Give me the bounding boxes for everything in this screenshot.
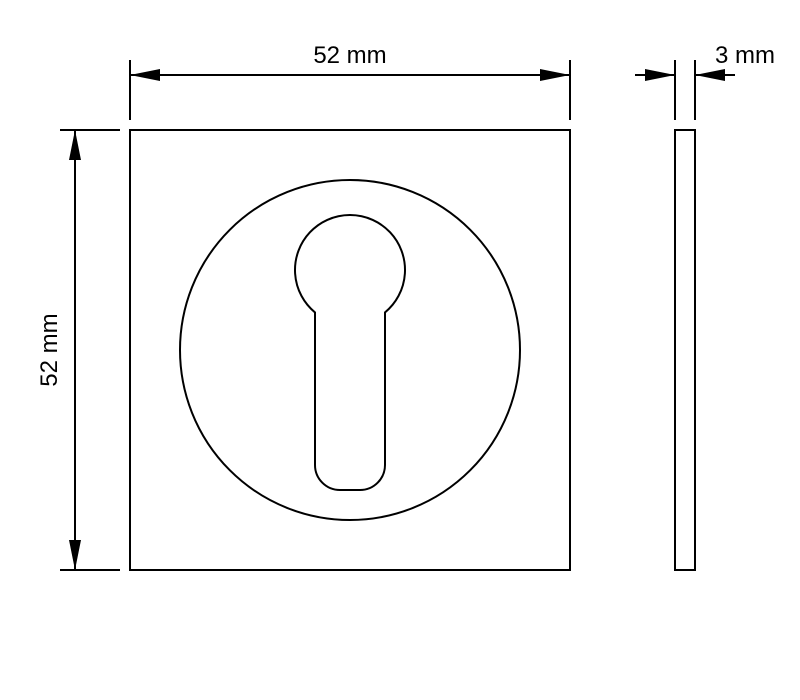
side-view (675, 130, 695, 570)
rose-circle (180, 180, 520, 520)
dimension-layer: 52 mm 52 mm 3 mm (36, 42, 775, 570)
dimension-arrowhead (69, 540, 81, 570)
dimension-label: 52 mm (313, 42, 386, 69)
dimension-arrowhead (695, 69, 725, 81)
technical-drawing: 52 mm 52 mm 3 mm (0, 0, 800, 700)
front-view (130, 130, 570, 570)
dimension-label: 52 mm (36, 313, 63, 386)
dimension-arrowhead (69, 130, 81, 160)
dimension-label: 3 mm (715, 42, 775, 69)
dimension-arrowhead (645, 69, 675, 81)
dimension-arrowhead (130, 69, 160, 81)
escutcheon-plate (130, 130, 570, 570)
euro-cylinder-keyhole (295, 215, 405, 490)
plate-side-profile (675, 130, 695, 570)
dimension-arrowhead (540, 69, 570, 81)
